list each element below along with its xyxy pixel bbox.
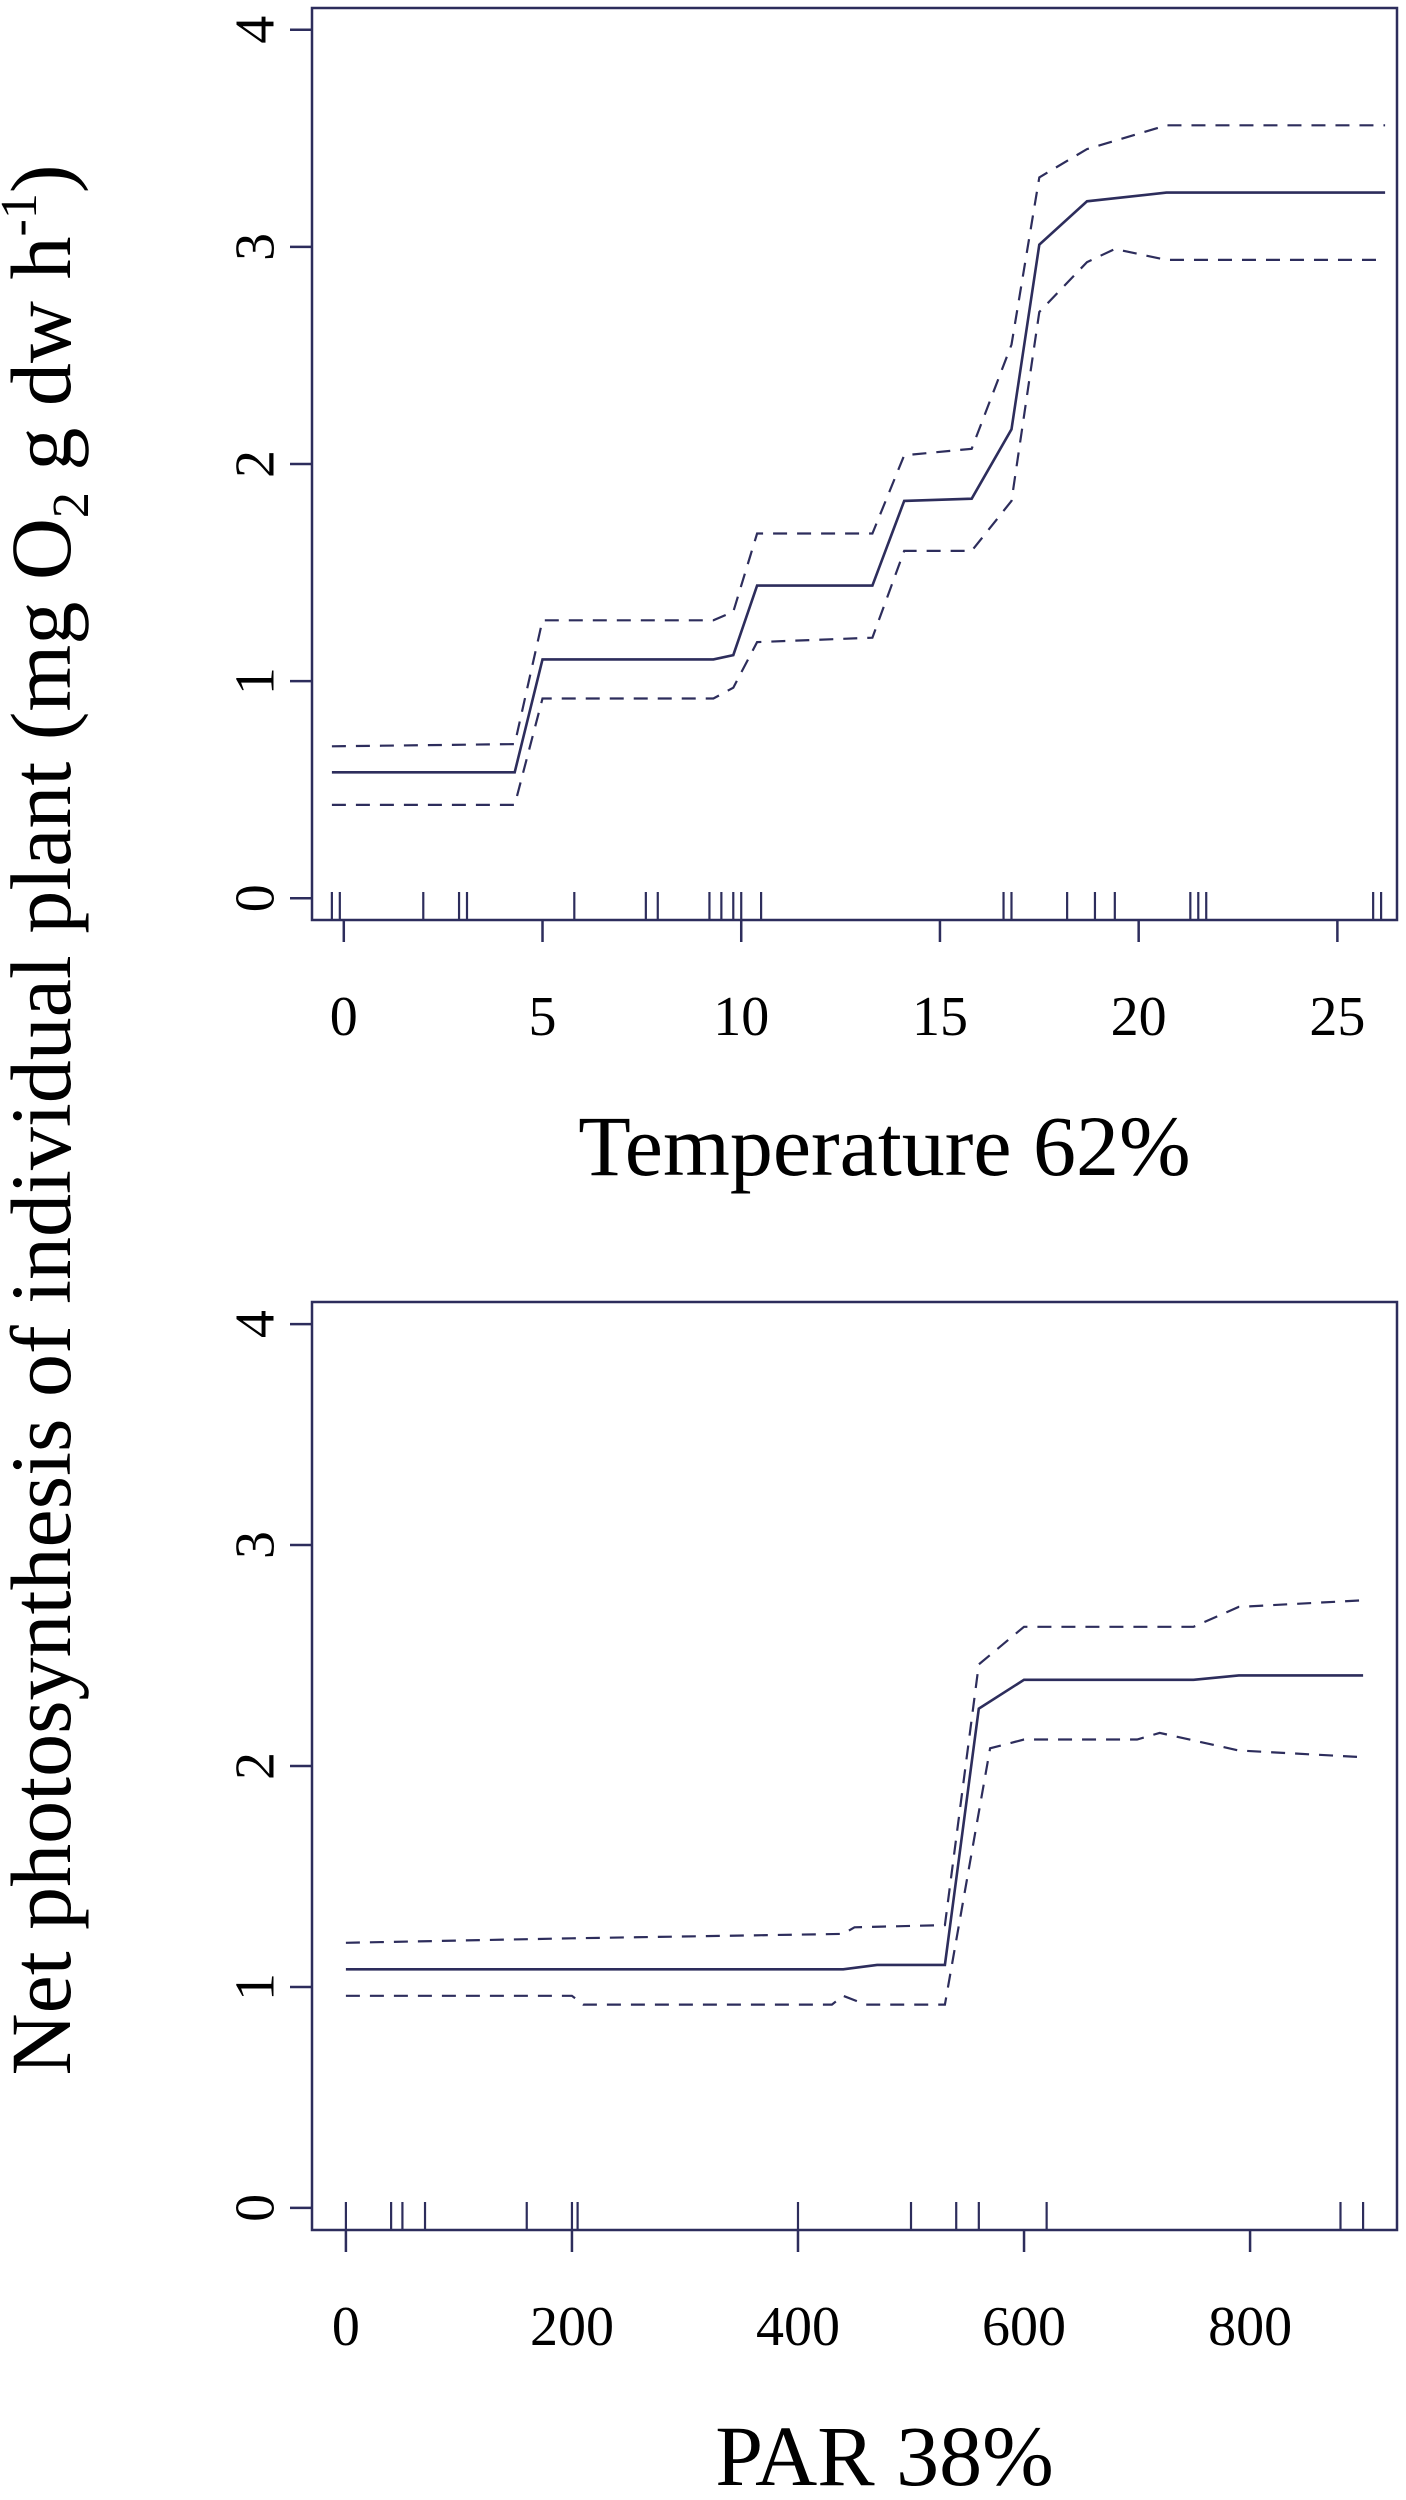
plot-frame [310, 6, 1399, 922]
ylabel-mid: g dw h [0, 236, 89, 492]
y-tick-label: 1 [225, 667, 287, 695]
y-tick-label: 4 [225, 1310, 287, 1338]
shared-y-axis-label: Net photosynthesis of individual plant (… [0, 165, 100, 2076]
upper-bound-line [345, 1599, 1364, 1944]
x-tick-label: 800 [1208, 2296, 1292, 2358]
y-tick-label: 0 [225, 2194, 287, 2222]
y-tick-label: 1 [225, 1973, 287, 2001]
y-tick-label: 0 [225, 884, 287, 912]
x-tick-label: 400 [756, 2296, 840, 2358]
fitted-line [345, 1674, 1364, 1971]
x-tick-label: 15 [912, 986, 968, 1048]
ylabel-superscript: -1 [0, 193, 48, 236]
ylabel-suffix: ) [0, 165, 89, 194]
x-tick-label: 0 [330, 986, 358, 1048]
x-axis-title: Temperature 62% [578, 1098, 1190, 1194]
x-tick-label: 0 [332, 2296, 360, 2358]
y-tick-label: 3 [225, 1531, 287, 1559]
y-tick-label: 3 [225, 233, 287, 261]
par-panel: 0 1 2 3 4 0 200 400 600 800 PAR 38% [225, 1300, 1399, 2500]
x-tick-label: 20 [1111, 986, 1167, 1048]
y-tick-label: 2 [225, 450, 287, 478]
upper-bound-line [331, 124, 1386, 748]
ylabel-prefix: Net photosynthesis of individual plant (… [0, 518, 89, 2075]
y-tick-label: 4 [225, 16, 287, 44]
lower-bound-line [331, 247, 1386, 806]
fitted-line [331, 191, 1386, 774]
ylabel-subscript: 2 [43, 492, 100, 518]
plot-frame [310, 1300, 1399, 2232]
x-tick-label: 10 [713, 986, 769, 1048]
lower-bound-line [345, 1731, 1364, 2006]
temperature-panel: 0 1 2 3 4 0 5 10 15 20 25 Temperature 62% [225, 6, 1399, 1194]
x-axis-title: PAR 38% [715, 2408, 1054, 2500]
y-tick-label: 2 [225, 1752, 287, 1780]
x-tick-label: 200 [530, 2296, 614, 2358]
x-tick-label: 25 [1309, 986, 1365, 1048]
x-tick-label: 5 [529, 986, 557, 1048]
x-tick-label: 600 [982, 2296, 1066, 2358]
